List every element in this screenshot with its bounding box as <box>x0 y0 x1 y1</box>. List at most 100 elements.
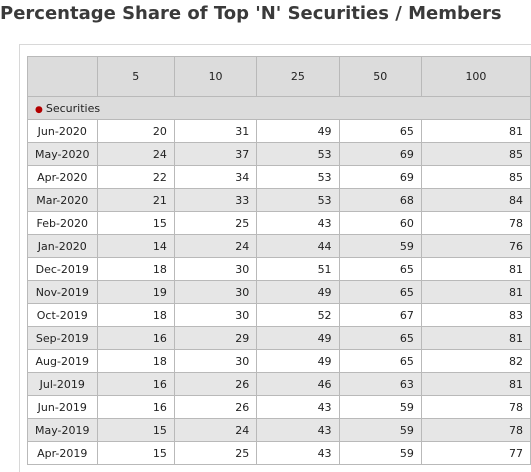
cell-top-50: 59 <box>338 418 422 442</box>
cell-top-100: 76 <box>420 234 531 258</box>
cell-top-10: 25 <box>173 211 258 235</box>
cell-top-50: 59 <box>338 234 422 258</box>
table-row: Apr-2019 15 25 43 59 77 <box>27 441 531 465</box>
row-date: Dec-2019 <box>27 257 98 281</box>
table-row: Oct-2019 18 30 52 67 83 <box>27 303 531 327</box>
table-row: Aug-2019 18 30 49 65 82 <box>27 349 531 373</box>
cell-top-25: 43 <box>256 211 340 235</box>
row-date: Nov-2019 <box>27 280 98 304</box>
table-row: Sep-2019 16 29 49 65 81 <box>27 326 531 350</box>
cell-top-10: 31 <box>173 119 258 143</box>
table-row: Feb-2020 15 25 43 60 78 <box>27 211 531 235</box>
cell-top-25: 49 <box>256 326 340 350</box>
cell-top-10: 30 <box>173 349 258 373</box>
header-corner <box>27 56 98 97</box>
column-header-10: 10 <box>173 56 258 97</box>
cell-top-50: 65 <box>338 119 422 143</box>
cell-top-10: 30 <box>173 257 258 281</box>
cell-top-25: 51 <box>256 257 340 281</box>
cell-top-10: 37 <box>173 142 258 166</box>
header-row: 5 10 25 50 100 <box>27 56 531 97</box>
cell-top-25: 43 <box>256 418 340 442</box>
cell-top-10: 25 <box>173 441 258 465</box>
bullet-icon: ● <box>35 104 43 115</box>
cell-top-25: 44 <box>256 234 340 258</box>
table-row: Dec-2019 18 30 51 65 81 <box>27 257 531 281</box>
cell-top-50: 68 <box>338 188 422 212</box>
cell-top-5: 16 <box>96 395 175 419</box>
table-row: Mar-2020 21 33 53 68 84 <box>27 188 531 212</box>
cell-top-100: 85 <box>420 165 531 189</box>
section-cell: ● Securities <box>27 96 531 120</box>
cell-top-25: 49 <box>256 280 340 304</box>
column-header-50: 50 <box>338 56 422 97</box>
cell-top-25: 49 <box>256 119 340 143</box>
cell-top-5: 15 <box>96 418 175 442</box>
cell-top-25: 43 <box>256 441 340 465</box>
row-date: May-2019 <box>27 418 98 442</box>
cell-top-50: 60 <box>338 211 422 235</box>
cell-top-10: 26 <box>173 372 258 396</box>
cell-top-5: 15 <box>96 211 175 235</box>
table-row: Apr-2020 22 34 53 69 85 <box>27 165 531 189</box>
section-label: Securities <box>45 101 101 115</box>
cell-top-25: 53 <box>256 165 340 189</box>
cell-top-100: 77 <box>420 441 531 465</box>
cell-top-5: 21 <box>96 188 175 212</box>
row-date: Sep-2019 <box>27 326 98 350</box>
cell-top-100: 81 <box>420 326 531 350</box>
cell-top-100: 81 <box>420 119 531 143</box>
cell-top-50: 59 <box>338 395 422 419</box>
row-date: May-2020 <box>27 142 98 166</box>
cell-top-10: 24 <box>173 418 258 442</box>
cell-top-50: 65 <box>338 280 422 304</box>
row-date: Mar-2020 <box>27 188 98 212</box>
cell-top-5: 18 <box>96 349 175 373</box>
page-title: Percentage Share of Top 'N' Securities /… <box>0 3 502 24</box>
cell-top-10: 26 <box>173 395 258 419</box>
cell-top-100: 78 <box>420 395 531 419</box>
cell-top-50: 65 <box>338 326 422 350</box>
cell-top-100: 84 <box>420 188 531 212</box>
cell-top-25: 43 <box>256 395 340 419</box>
share-table: 5 10 25 50 100 ● Securities Jun-2020 20 31 4… <box>27 56 531 465</box>
column-header-25: 25 <box>256 56 340 97</box>
cell-top-100: 82 <box>420 349 531 373</box>
row-date: Jun-2019 <box>27 395 98 419</box>
section-row: ● Securities <box>27 96 531 120</box>
row-date: Aug-2019 <box>27 349 98 373</box>
cell-top-10: 34 <box>173 165 258 189</box>
column-header-100: 100 <box>420 56 531 97</box>
table-row: Jul-2019 16 26 46 63 81 <box>27 372 531 396</box>
cell-top-100: 81 <box>420 372 531 396</box>
row-date: Jun-2020 <box>27 119 98 143</box>
row-date: Feb-2020 <box>27 211 98 235</box>
cell-top-100: 85 <box>420 142 531 166</box>
table-row: Nov-2019 19 30 49 65 81 <box>27 280 531 304</box>
cell-top-25: 53 <box>256 142 340 166</box>
cell-top-5: 18 <box>96 257 175 281</box>
table-row: May-2020 24 37 53 69 85 <box>27 142 531 166</box>
cell-top-100: 81 <box>420 257 531 281</box>
cell-top-10: 29 <box>173 326 258 350</box>
row-date: Oct-2019 <box>27 303 98 327</box>
table-row: Jun-2020 20 31 49 65 81 <box>27 119 531 143</box>
row-date: Jan-2020 <box>27 234 98 258</box>
cell-top-100: 81 <box>420 280 531 304</box>
cell-top-100: 78 <box>420 211 531 235</box>
cell-top-25: 49 <box>256 349 340 373</box>
cell-top-100: 83 <box>420 303 531 327</box>
column-header-5: 5 <box>96 56 175 97</box>
cell-top-10: 30 <box>173 280 258 304</box>
cell-top-5: 16 <box>96 326 175 350</box>
cell-top-50: 63 <box>338 372 422 396</box>
cell-top-5: 19 <box>96 280 175 304</box>
cell-top-100: 78 <box>420 418 531 442</box>
cell-top-50: 69 <box>338 165 422 189</box>
cell-top-10: 30 <box>173 303 258 327</box>
cell-top-5: 15 <box>96 441 175 465</box>
cell-top-5: 18 <box>96 303 175 327</box>
cell-top-5: 20 <box>96 119 175 143</box>
cell-top-5: 14 <box>96 234 175 258</box>
cell-top-10: 33 <box>173 188 258 212</box>
